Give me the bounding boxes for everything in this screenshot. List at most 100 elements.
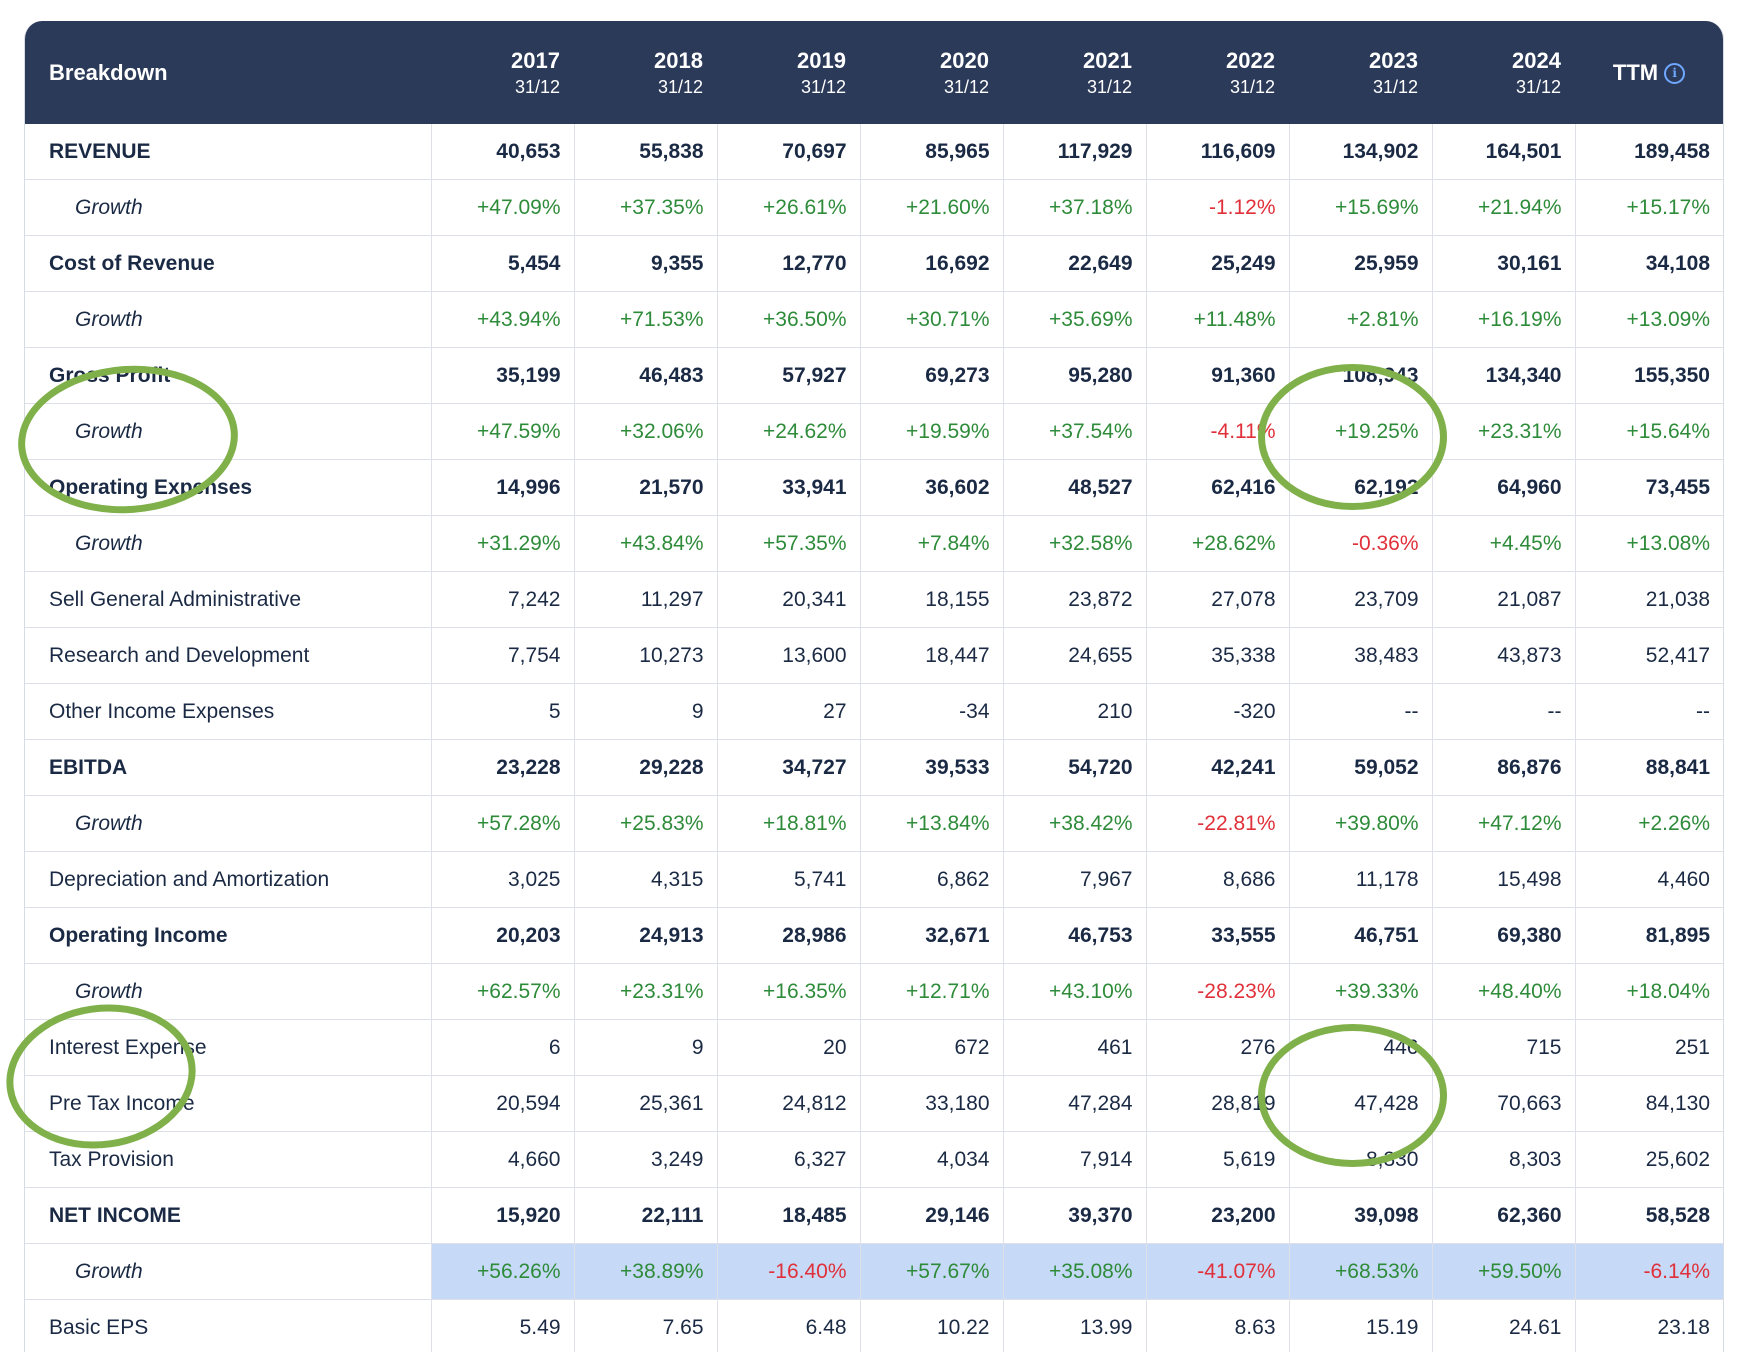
table-row: Research and Development 7,754 10,273 13,60… <box>25 627 1723 684</box>
column-header-2024: 2024 31/12 <box>1432 21 1575 124</box>
table-cell: +57.35% <box>716 515 860 572</box>
table-cell: 7,754 <box>430 627 574 684</box>
table-cell: 58,528 <box>1574 1187 1723 1244</box>
table-cell: 22,111 <box>573 1187 717 1244</box>
table-cell: 43,873 <box>1431 627 1575 684</box>
table-cell: +4.45% <box>1431 515 1575 572</box>
row-label: Growth <box>25 1243 431 1300</box>
table-cell: +26.61% <box>716 179 860 236</box>
column-header-2020: 2020 31/12 <box>860 21 1003 124</box>
table-cell: -34 <box>859 683 1003 740</box>
table-cell: 29,146 <box>859 1187 1003 1244</box>
table-cell: 62,192 <box>1288 459 1432 516</box>
ttm-label: TTM <box>1612 59 1659 85</box>
table-cell: 27 <box>716 683 860 740</box>
table-cell: 715 <box>1431 1019 1575 1076</box>
table-cell: +21.60% <box>859 179 1003 236</box>
row-label: Growth <box>25 179 431 236</box>
table-cell: +57.67% <box>859 1243 1003 1300</box>
table-cell: 28,986 <box>716 907 860 964</box>
table-cell: +39.80% <box>1288 795 1432 852</box>
row-label: Operating Income <box>25 907 431 964</box>
table-row: Growth +47.09% +37.35% +26.61% +21.60% +37.18… <box>25 179 1723 236</box>
table-cell: 672 <box>859 1019 1003 1076</box>
column-header-2017: 2017 31/12 <box>431 21 574 124</box>
table-cell: 5,619 <box>1145 1131 1289 1188</box>
table-cell: -- <box>1288 683 1432 740</box>
table-cell: 251 <box>1574 1019 1723 1076</box>
table-cell: 20,594 <box>430 1075 574 1132</box>
table-cell: +48.40% <box>1431 963 1575 1020</box>
table-cell: 85,965 <box>859 124 1003 180</box>
table-row: Growth +31.29% +43.84% +57.35% +7.84% +32.58%… <box>25 515 1723 572</box>
table-cell: 27,078 <box>1145 571 1289 628</box>
table-cell: 12,770 <box>716 235 860 292</box>
table-cell: 6,327 <box>716 1131 860 1188</box>
table-cell: 64,960 <box>1431 459 1575 516</box>
row-label: Growth <box>25 291 431 348</box>
table-cell: 62,416 <box>1145 459 1289 516</box>
table-cell: +39.33% <box>1288 963 1432 1020</box>
table-cell: 23,872 <box>1002 571 1146 628</box>
table-cell: 210 <box>1002 683 1146 740</box>
table-cell: 164,501 <box>1431 124 1575 180</box>
table-cell: 21,038 <box>1574 571 1723 628</box>
table-cell: 40,653 <box>430 124 574 180</box>
table-cell: 14,996 <box>430 459 574 516</box>
table-row: Gross Profit 35,199 46,483 57,927 69,273 95,2… <box>25 347 1723 404</box>
table-cell: +18.81% <box>716 795 860 852</box>
column-year: 2024 <box>1512 47 1561 73</box>
table-row: Growth +57.28% +25.83% +18.81% +13.84% +38.42… <box>25 795 1723 852</box>
table-cell: 25,361 <box>573 1075 717 1132</box>
table-row: Operating Expenses 14,996 21,570 33,941 36,6… <box>25 459 1723 516</box>
table-cell: 70,697 <box>716 124 860 180</box>
table-cell: 86,876 <box>1431 739 1575 796</box>
table-cell: 23,228 <box>430 739 574 796</box>
table-cell: 7,967 <box>1002 851 1146 908</box>
table-cell: 4,660 <box>430 1131 574 1188</box>
table-cell: +30.71% <box>859 291 1003 348</box>
table-cell: 116,609 <box>1145 124 1289 180</box>
table-row: NET INCOME 15,920 22,111 18,485 29,146 39,370… <box>25 1187 1723 1244</box>
info-icon[interactable]: i <box>1664 63 1686 85</box>
table-cell: +13.09% <box>1574 291 1723 348</box>
table-cell: 39,533 <box>859 739 1003 796</box>
column-header-2023: 2023 31/12 <box>1289 21 1432 124</box>
table-row: Growth +56.26% +38.89% -16.40% +57.67% +35.08… <box>25 1243 1723 1300</box>
row-label: Growth <box>25 795 431 852</box>
table-row: Tax Provision 4,660 3,249 6,327 4,034 7,914 5,… <box>25 1131 1723 1188</box>
table-cell: 9 <box>573 683 717 740</box>
table-cell: +15.64% <box>1574 403 1723 460</box>
table-cell: +68.53% <box>1288 1243 1432 1300</box>
table-cell: 91,360 <box>1145 347 1289 404</box>
table-cell: 11,297 <box>573 571 717 628</box>
row-label: EBITDA <box>25 739 431 796</box>
row-label: Growth <box>25 515 431 572</box>
table-cell: 38,483 <box>1288 627 1432 684</box>
table-cell: 4,034 <box>859 1131 1003 1188</box>
table-cell: +71.53% <box>573 291 717 348</box>
table-cell: 276 <box>1145 1019 1289 1076</box>
table-cell: 108,943 <box>1288 347 1432 404</box>
table-cell: +35.69% <box>1002 291 1146 348</box>
table-cell: 461 <box>1002 1019 1146 1076</box>
column-header-ttm: TTM i <box>1575 21 1723 124</box>
table-cell: 42,241 <box>1145 739 1289 796</box>
table-row: Other Income Expenses 5 9 27 -34 210 -320 -- -- -… <box>25 683 1723 740</box>
table-cell: 11,178 <box>1288 851 1432 908</box>
table-cell: +38.89% <box>573 1243 717 1300</box>
table-cell: +31.29% <box>430 515 574 572</box>
table-cell: 5,454 <box>430 235 574 292</box>
table-cell: 73,455 <box>1574 459 1723 516</box>
table-cell: 13,600 <box>716 627 860 684</box>
column-header-2021: 2021 31/12 <box>1003 21 1146 124</box>
table-cell: 25,959 <box>1288 235 1432 292</box>
table-cell: 16,692 <box>859 235 1003 292</box>
table-cell: -6.14% <box>1574 1243 1723 1300</box>
table-cell: 54,720 <box>1002 739 1146 796</box>
table-cell: 29,228 <box>573 739 717 796</box>
table-cell: +16.35% <box>716 963 860 1020</box>
table-cell: 23,200 <box>1145 1187 1289 1244</box>
table-cell: +13.84% <box>859 795 1003 852</box>
